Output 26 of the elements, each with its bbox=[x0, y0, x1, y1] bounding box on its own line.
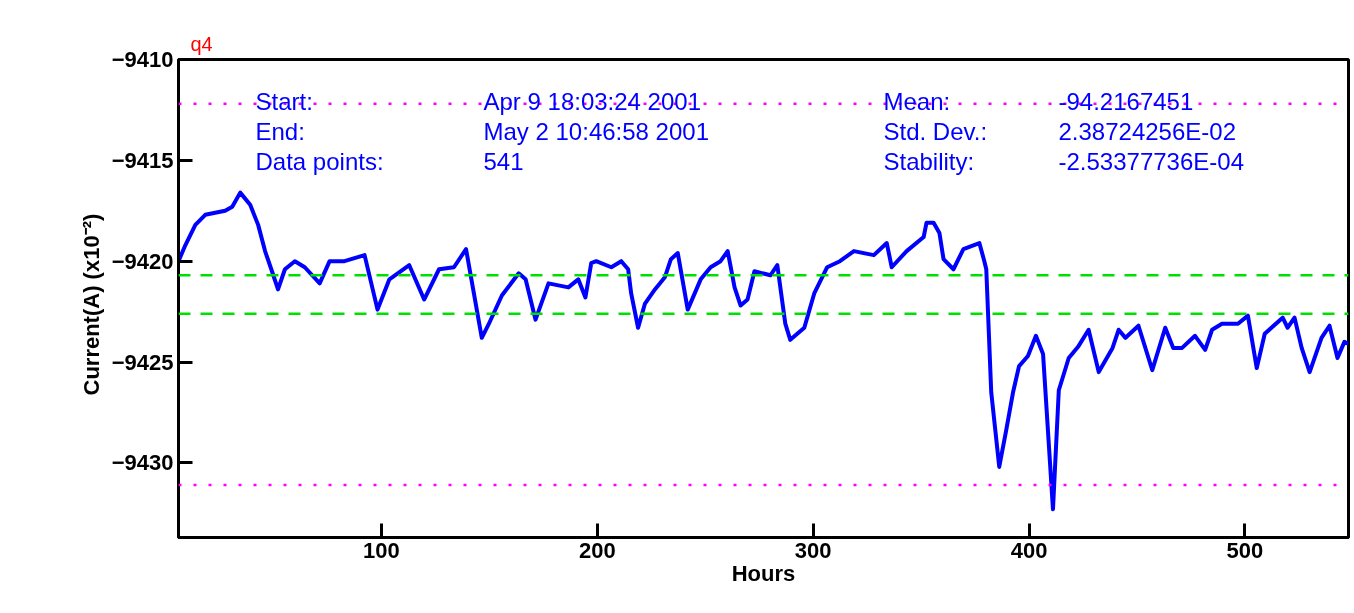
x-tick-label: 500 bbox=[1226, 537, 1264, 563]
annotation: Apr 9 18:03:24 2001 bbox=[483, 88, 702, 115]
y-tick-label: −9430 bbox=[111, 450, 174, 476]
x-tick-label: 300 bbox=[794, 537, 832, 563]
line-series bbox=[178, 190, 1349, 512]
annotation: 541 bbox=[483, 148, 524, 175]
annotation: -2.53377736E-04 bbox=[1058, 148, 1244, 175]
annotation: May 2 10:46:58 2001 bbox=[483, 118, 710, 145]
annotation: -94.2167451 bbox=[1058, 88, 1194, 115]
chart-title: q4 bbox=[190, 32, 213, 55]
y-tick-label: −9420 bbox=[111, 248, 174, 274]
annotation: Std. Dev.: bbox=[883, 118, 988, 145]
y-axis-title: Current(A) (x10⁻²) bbox=[78, 213, 104, 396]
annotation: End: bbox=[255, 118, 305, 145]
annotation: Mean: bbox=[883, 88, 951, 115]
y-tick-label: −9410 bbox=[111, 47, 174, 72]
annotation: Stability: bbox=[883, 148, 975, 175]
annotation: Data points: bbox=[255, 148, 384, 175]
y-tick-label: −9415 bbox=[111, 147, 174, 173]
annotation: 2.38724256E-02 bbox=[1058, 118, 1236, 145]
x-tick-label: 200 bbox=[578, 537, 616, 563]
x-tick-label: 400 bbox=[1010, 537, 1048, 563]
x-axis-title: Hours bbox=[731, 560, 796, 586]
x-tick-label: 100 bbox=[363, 537, 400, 563]
annotation: Start: bbox=[255, 88, 313, 115]
y-tick-label: −9425 bbox=[111, 349, 174, 375]
